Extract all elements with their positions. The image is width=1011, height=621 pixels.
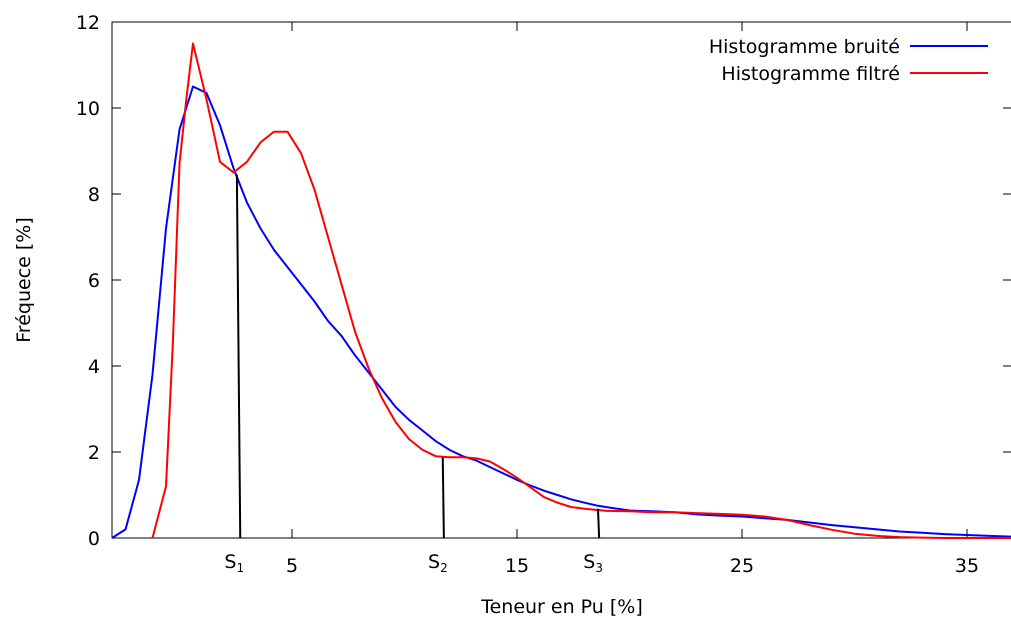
y-tick-label: 4 bbox=[88, 356, 100, 378]
legend: Histogramme bruité Histogramme filtré bbox=[709, 36, 988, 85]
legend-label-1: Histogramme bruité bbox=[709, 36, 900, 58]
legend-label-2: Histogramme filtré bbox=[721, 63, 900, 85]
threshold-markers: S1 S2 S3 bbox=[224, 174, 603, 575]
threshold-line-1 bbox=[235, 174, 242, 539]
plot-frame bbox=[111, 21, 1011, 539]
series-lines bbox=[111, 42, 1011, 539]
threshold-label-2: S2 bbox=[428, 551, 448, 575]
x-tick-label: 35 bbox=[955, 555, 979, 577]
x-axis-title: Teneur en Pu [%] bbox=[480, 596, 643, 618]
y-tick-label: 12 bbox=[76, 12, 100, 34]
y-tick-label: 0 bbox=[88, 528, 100, 550]
y-tick-label: 6 bbox=[88, 270, 100, 292]
threshold-subscript-3: 3 bbox=[595, 561, 603, 575]
series-line-1 bbox=[111, 85, 1011, 539]
threshold-line-3 bbox=[597, 508, 601, 539]
y-tick-label: 8 bbox=[88, 184, 100, 206]
threshold-subscript-2: 2 bbox=[440, 561, 448, 575]
threshold-label-3: S3 bbox=[583, 551, 603, 575]
threshold-subscript-1: 1 bbox=[236, 561, 244, 575]
x-tick-label: 5 bbox=[286, 555, 298, 577]
y-tick-label: 2 bbox=[88, 442, 100, 464]
x-tick-label: 15 bbox=[505, 555, 529, 577]
series-line-2 bbox=[151, 42, 1011, 539]
y-tick-label: 10 bbox=[76, 98, 100, 120]
y-axis-title: Fréquece [%] bbox=[13, 217, 35, 342]
threshold-label-1: S1 bbox=[224, 551, 244, 575]
x-tick-label: 25 bbox=[730, 555, 754, 577]
threshold-line-2 bbox=[441, 457, 445, 539]
